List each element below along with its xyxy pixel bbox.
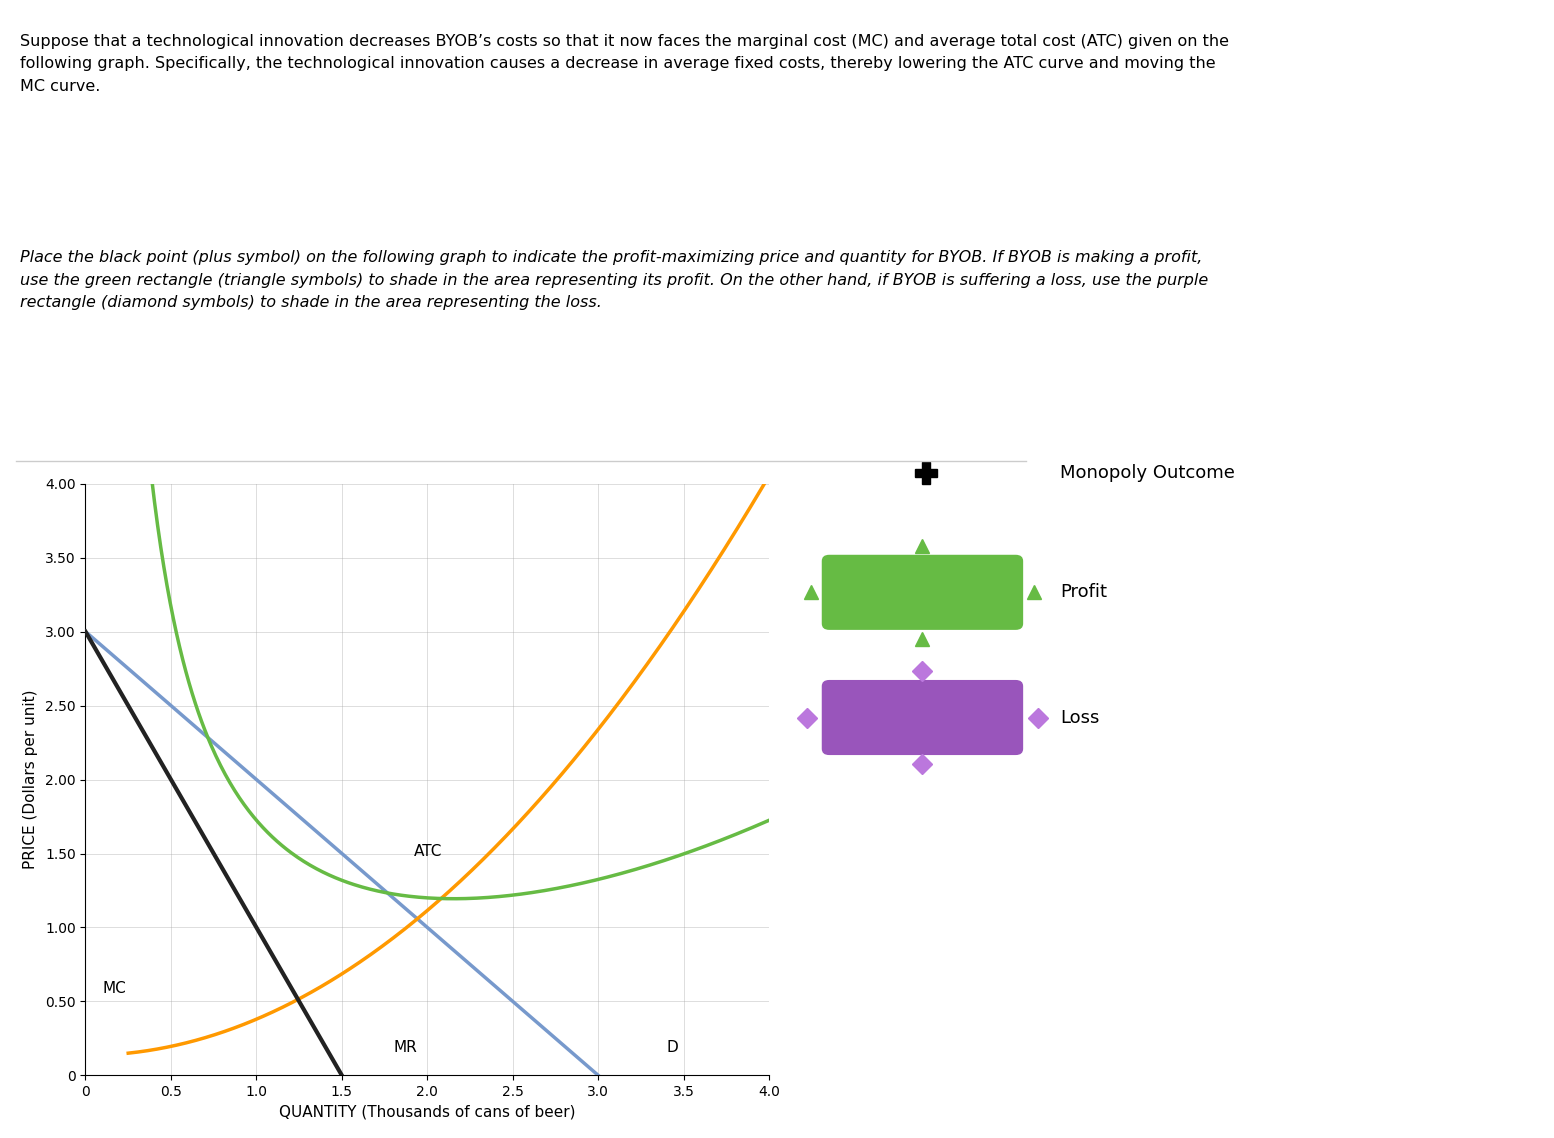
Text: Suppose that a technological innovation decreases BYOB’s costs so that it now fa: Suppose that a technological innovation … <box>20 34 1229 93</box>
Text: Loss: Loss <box>1060 709 1100 726</box>
Text: D: D <box>667 1040 679 1055</box>
Text: Monopoly Outcome: Monopoly Outcome <box>1060 464 1235 483</box>
X-axis label: QUANTITY (Thousands of cans of beer): QUANTITY (Thousands of cans of beer) <box>280 1105 575 1120</box>
Y-axis label: PRICE (Dollars per unit): PRICE (Dollars per unit) <box>23 690 37 869</box>
FancyBboxPatch shape <box>822 679 1023 756</box>
Text: MR: MR <box>393 1040 416 1055</box>
Text: Place the black point (plus symbol) on the following graph to indicate the profi: Place the black point (plus symbol) on t… <box>20 250 1209 310</box>
Text: ATC: ATC <box>413 844 441 859</box>
Text: MC: MC <box>103 981 126 996</box>
FancyBboxPatch shape <box>822 554 1023 629</box>
Text: Profit: Profit <box>1060 584 1108 601</box>
